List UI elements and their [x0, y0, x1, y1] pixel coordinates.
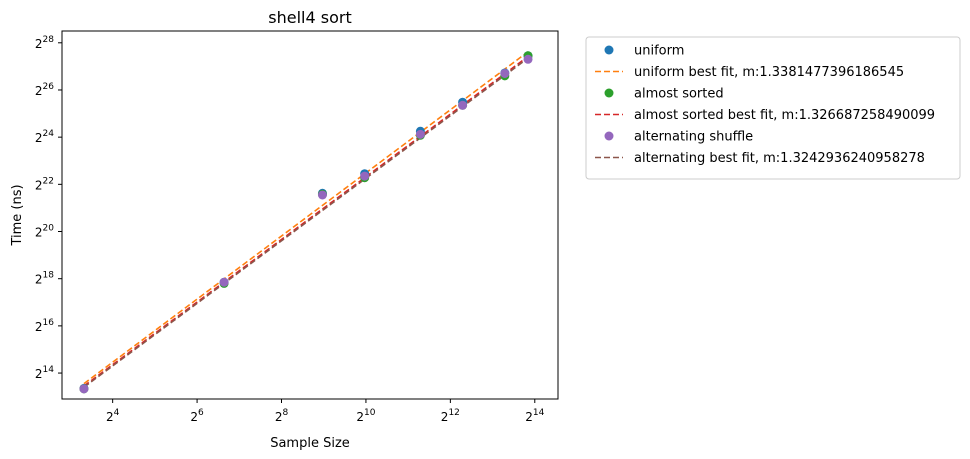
series-layer: [79, 51, 533, 394]
y-tick-label: 226: [35, 82, 54, 98]
y-tick-label: 224: [35, 129, 54, 145]
fit-line-5: [83, 57, 529, 388]
y-tick-label: 228: [35, 35, 54, 51]
x-tick-label: 214: [525, 408, 544, 424]
legend-label: almost sorted: [634, 87, 724, 102]
x-tick-label: 28: [275, 408, 289, 424]
data-point: [458, 100, 468, 110]
legend-label: alternating best fit, m:1.32429362409582…: [634, 151, 925, 166]
y-tick-label: 216: [35, 318, 54, 334]
y-tick-label: 218: [35, 271, 54, 287]
legend: uniform uniform best fit, m:1.33814773961…: [585, 36, 961, 180]
plot-frame: [61, 30, 559, 400]
y-axis: 214 216 218 220 222 224 226 228: [35, 35, 62, 381]
data-point: [500, 68, 510, 78]
x-tick-label: 26: [190, 408, 204, 424]
data-point: [317, 190, 327, 200]
data-point: [415, 129, 425, 139]
y-tick-label: 222: [35, 176, 54, 192]
data-point: [523, 54, 533, 64]
y-axis-label: Time (ns): [10, 184, 25, 246]
x-axis-label: Sample Size: [270, 436, 350, 451]
legend-label: almost sorted best fit, m:1.326687258490…: [634, 108, 935, 123]
y-tick-label: 214: [35, 365, 54, 381]
legend-marker: [604, 88, 614, 98]
legend-marker: [604, 45, 614, 55]
fit-line-3: [83, 55, 529, 387]
x-tick-label: 210: [356, 408, 375, 424]
y-tick-label: 220: [35, 224, 54, 240]
chart-title: shell4 sort: [268, 8, 351, 27]
legend-label: uniform: [634, 44, 684, 59]
legend-label: uniform best fit, m:1.3381477396186545: [634, 65, 904, 80]
data-point: [219, 277, 229, 287]
data-point: [360, 171, 370, 181]
legend-frame: [585, 36, 961, 180]
x-axis: 24 26 28 210 212 214: [106, 399, 545, 424]
fit-line-1: [83, 51, 529, 385]
legend-marker: [604, 131, 614, 141]
x-tick-label: 24: [106, 408, 120, 424]
data-point: [79, 384, 89, 394]
legend-label: alternating shuffle: [634, 130, 753, 145]
x-tick-label: 212: [441, 408, 460, 424]
